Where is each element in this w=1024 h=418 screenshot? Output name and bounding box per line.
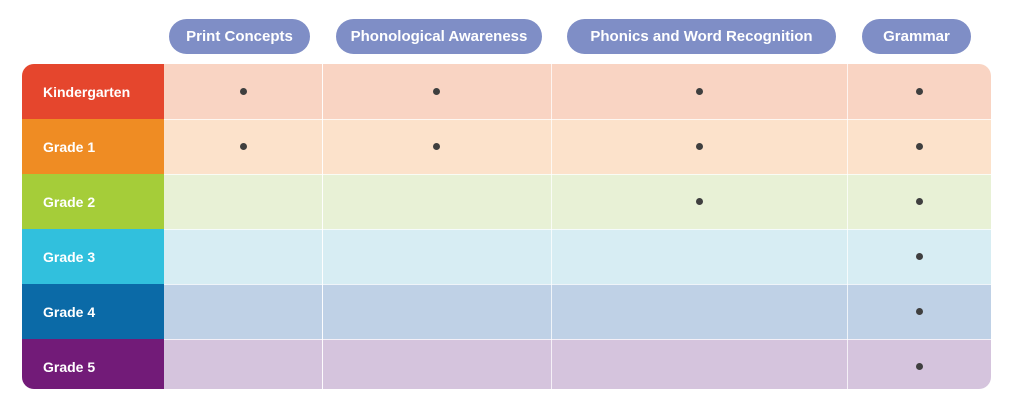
- grade-row-label: Grade 4: [22, 284, 164, 339]
- bullet-dot-icon: [915, 253, 923, 260]
- column-divider: [551, 284, 552, 339]
- bullet-dot-icon: [915, 198, 923, 205]
- grade-row-label: Grade 1: [22, 119, 164, 174]
- grade-row: Grade 4: [22, 284, 991, 339]
- grade-row: Kindergarten: [22, 64, 991, 119]
- row-divider: [164, 119, 991, 120]
- column-divider: [322, 174, 323, 229]
- cell-phonological-awareness: [322, 119, 551, 174]
- bullet-dot-icon: [239, 88, 247, 95]
- row-divider: [164, 229, 991, 230]
- bullet-dot-icon: [695, 198, 703, 205]
- column-divider: [322, 64, 323, 119]
- column-header-grammar: Grammar: [862, 19, 971, 54]
- column-divider: [322, 339, 323, 389]
- column-divider: [551, 119, 552, 174]
- column-divider: [551, 339, 552, 389]
- cell-phonological-awareness: [322, 339, 551, 389]
- column-divider: [847, 229, 848, 284]
- cell-grammar: [847, 119, 991, 174]
- cell-print-concepts: [164, 174, 322, 229]
- cell-phonics-word-recognition: [551, 119, 847, 174]
- cell-phonological-awareness: [322, 229, 551, 284]
- grade-row: Grade 3: [22, 229, 991, 284]
- column-divider: [847, 284, 848, 339]
- grade-row-label: Grade 5: [22, 339, 164, 389]
- cell-print-concepts: [164, 284, 322, 339]
- cell-phonics-word-recognition: [551, 339, 847, 389]
- bullet-dot-icon: [433, 88, 440, 95]
- grade-row: Grade 1: [22, 119, 991, 174]
- column-divider: [847, 119, 848, 174]
- column-divider: [551, 174, 552, 229]
- cell-phonics-word-recognition: [551, 229, 847, 284]
- grade-row-label: Grade 3: [22, 229, 164, 284]
- column-divider: [551, 229, 552, 284]
- bullet-dot-icon: [915, 143, 923, 150]
- column-header-phonological-awareness: Phonological Awareness: [336, 19, 542, 54]
- cell-grammar: [847, 229, 991, 284]
- cell-phonics-word-recognition: [551, 64, 847, 119]
- cell-phonological-awareness: [322, 64, 551, 119]
- cell-print-concepts: [164, 119, 322, 174]
- cell-phonological-awareness: [322, 174, 551, 229]
- bullet-dot-icon: [239, 143, 247, 150]
- column-divider: [847, 174, 848, 229]
- grade-row: Grade 5: [22, 339, 991, 389]
- bullet-dot-icon: [915, 363, 923, 370]
- bullet-dot-icon: [433, 143, 440, 150]
- row-divider: [164, 174, 991, 175]
- column-header-print-concepts: Print Concepts: [169, 19, 310, 54]
- column-divider: [847, 339, 848, 389]
- row-divider: [164, 284, 991, 285]
- cell-phonics-word-recognition: [551, 174, 847, 229]
- cell-phonics-word-recognition: [551, 284, 847, 339]
- column-divider: [551, 64, 552, 119]
- column-divider: [322, 284, 323, 339]
- bullet-dot-icon: [695, 88, 703, 95]
- cell-print-concepts: [164, 339, 322, 389]
- cell-grammar: [847, 339, 991, 389]
- grade-row-label: Grade 2: [22, 174, 164, 229]
- row-divider: [164, 339, 991, 340]
- cell-print-concepts: [164, 229, 322, 284]
- bullet-dot-icon: [695, 143, 703, 150]
- column-divider: [847, 64, 848, 119]
- cell-print-concepts: [164, 64, 322, 119]
- skills-grid: Kindergarten Grade 1 Grade 2 Grade 3 Grade 4…: [22, 64, 991, 389]
- bullet-dot-icon: [915, 308, 923, 315]
- cell-grammar: [847, 284, 991, 339]
- cell-phonological-awareness: [322, 284, 551, 339]
- cell-grammar: [847, 64, 991, 119]
- grade-row-label: Kindergarten: [22, 64, 164, 119]
- column-divider: [322, 229, 323, 284]
- grade-row: Grade 2: [22, 174, 991, 229]
- bullet-dot-icon: [915, 88, 923, 95]
- column-divider: [322, 119, 323, 174]
- cell-grammar: [847, 174, 991, 229]
- column-header-phonics-word-recognition: Phonics and Word Recognition: [567, 19, 836, 54]
